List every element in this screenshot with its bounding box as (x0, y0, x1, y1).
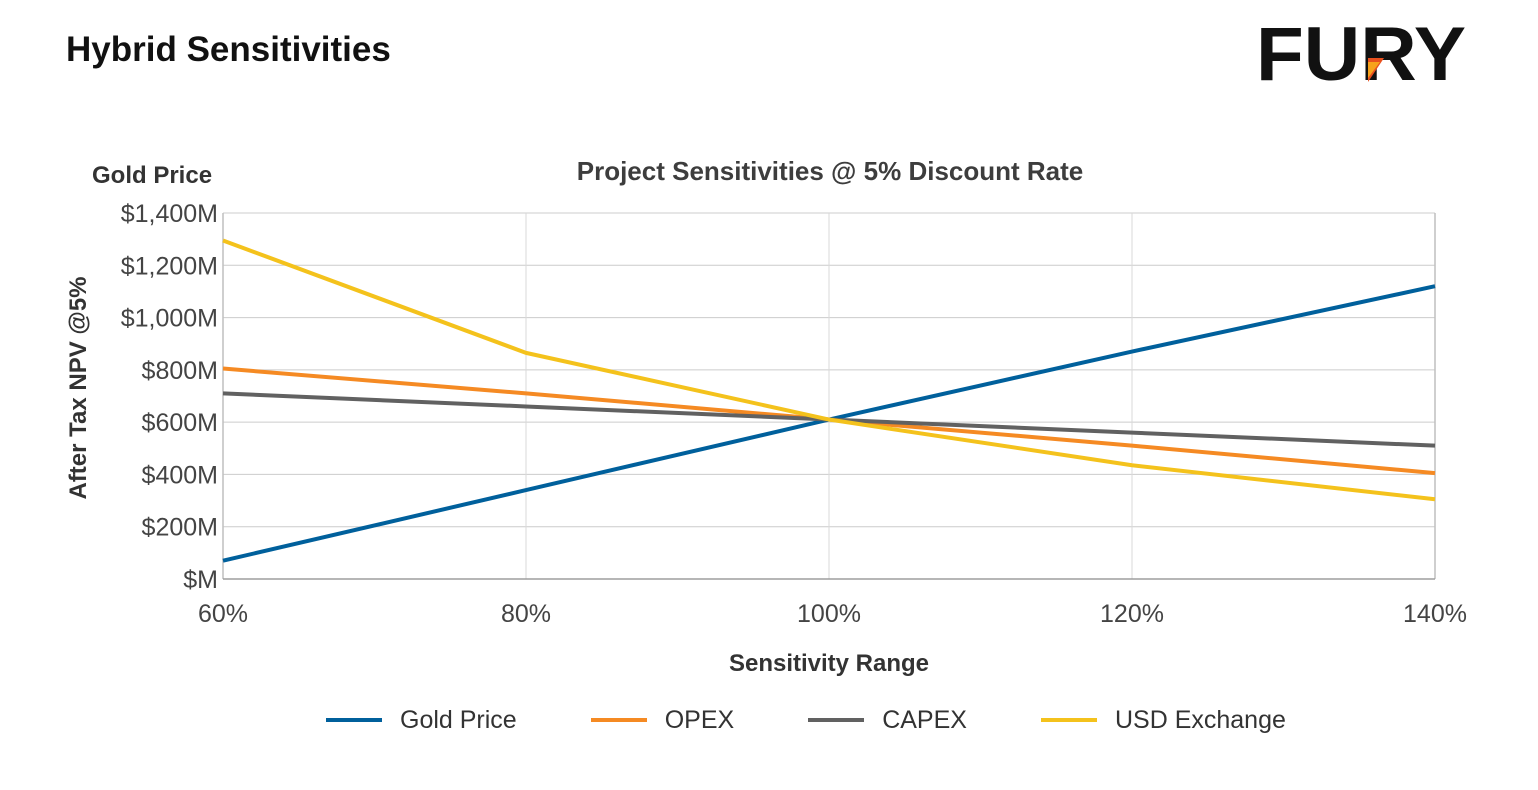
x-tick-label: 60% (198, 600, 248, 628)
x-tick-labels: 60% 80% 100% 120% 140% (198, 600, 1467, 628)
y-tick-label: $200M (142, 514, 218, 542)
y-tick-label: $M (183, 566, 218, 594)
y-tick-label: $600M (142, 409, 218, 437)
legend-label: USD Exchange (1114, 705, 1286, 734)
legend-swatch (808, 718, 865, 722)
corner-label: Gold Price (92, 162, 213, 189)
legend-label: CAPEX (882, 705, 967, 734)
legend-label: OPEX (664, 705, 735, 734)
x-tick-label: 80% (501, 600, 551, 628)
legend-item-capex: CAPEX (808, 706, 967, 735)
y-tick-labels: $M $200M $400M $600M $800M $1,000M $1,200M $1,4… (121, 200, 218, 594)
legend-item-opex: OPEX (590, 705, 735, 735)
y-tick-label: $800M (142, 357, 218, 385)
legend-swatch (590, 718, 647, 722)
legend: Gold Price OPEX CAPEX USD Exchange (326, 700, 1360, 740)
x-tick-label: 100% (797, 600, 861, 628)
series-lines (222, 238, 1436, 563)
series-line-usd-exchange (222, 238, 1436, 502)
axes (222, 213, 1436, 580)
legend-item-usd-exchange: USD Exchange (1040, 705, 1286, 735)
y-tick-label: $1,000M (121, 305, 218, 333)
legend-swatch (1040, 718, 1097, 722)
chart-title: Project Sensitivities @ 5% Discount Rate (576, 156, 1084, 186)
y-tick-label: $1,400M (121, 200, 218, 228)
fury-logo: FURY (1256, 20, 1466, 86)
x-tick-label: 140% (1403, 600, 1467, 628)
legend-swatch (326, 718, 382, 722)
y-tick-label: $400M (142, 461, 218, 489)
logo-accent-light (1368, 62, 1380, 78)
x-axis-label: Sensitivity Range (729, 650, 929, 677)
y-tick-label: $1,200M (121, 252, 218, 280)
legend-label: Gold Price (400, 705, 517, 734)
x-tick-label: 120% (1100, 600, 1164, 628)
grid (223, 212, 1436, 579)
page-title: Hybrid Sensitivities (66, 30, 391, 69)
y-axis-label: After Tax NPV @5% (65, 276, 92, 499)
legend-item-gold-price: Gold Price (326, 706, 517, 735)
logo-text: FURY (1256, 20, 1466, 86)
